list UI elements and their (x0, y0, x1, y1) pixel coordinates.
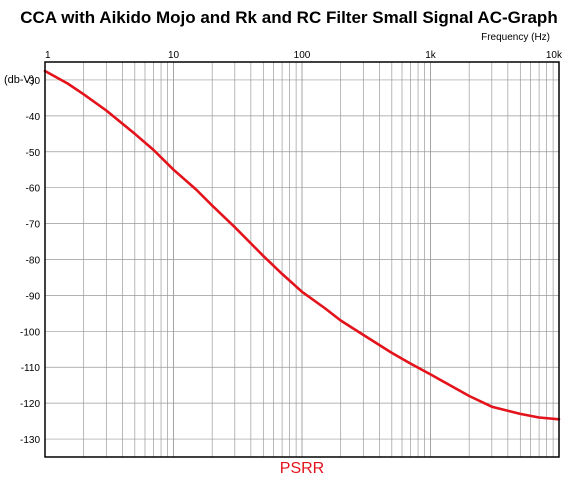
y-tick-label: -50 (26, 148, 41, 159)
grid (45, 62, 559, 457)
psrr-series-line (43, 69, 561, 421)
y-tick-labels: -30 -40 -50 -60 -70 -80 -90 -100 -110 -120 -130 (20, 76, 40, 446)
x-tick-label: 10 (168, 50, 180, 61)
x-tick-labels: 1 10 100 1k 10k (45, 50, 563, 61)
y-tick-label: -70 (26, 220, 41, 231)
x-tick-label: 1 (45, 50, 51, 61)
series-lines (43, 69, 561, 421)
x-tick-label: 100 (294, 50, 311, 61)
y-tick-label: -40 (26, 112, 41, 123)
y-tick-label: -90 (26, 291, 41, 302)
series-labels: PSRR (280, 460, 324, 477)
y-tick-label: -110 (21, 363, 41, 374)
chart-title: CCA with Aikido Mojo and Rk and RC Filte… (20, 8, 557, 27)
x-axis-label: Frequency (Hz) (481, 32, 550, 43)
y-axis-label: (db-V) (4, 74, 35, 86)
y-tick-label: -100 (20, 327, 40, 338)
y-tick-label: -30 (26, 76, 41, 87)
y-tick-label: -130 (20, 435, 40, 446)
plot-frame (44, 61, 560, 458)
y-tick-label: -80 (26, 256, 41, 267)
x-tick-label: 1k (425, 50, 437, 61)
series-label-psrr: PSRR (280, 460, 324, 477)
y-tick-label: -60 (26, 184, 41, 195)
y-tick-label: -120 (20, 399, 40, 410)
x-tick-label: 10k (546, 50, 563, 61)
